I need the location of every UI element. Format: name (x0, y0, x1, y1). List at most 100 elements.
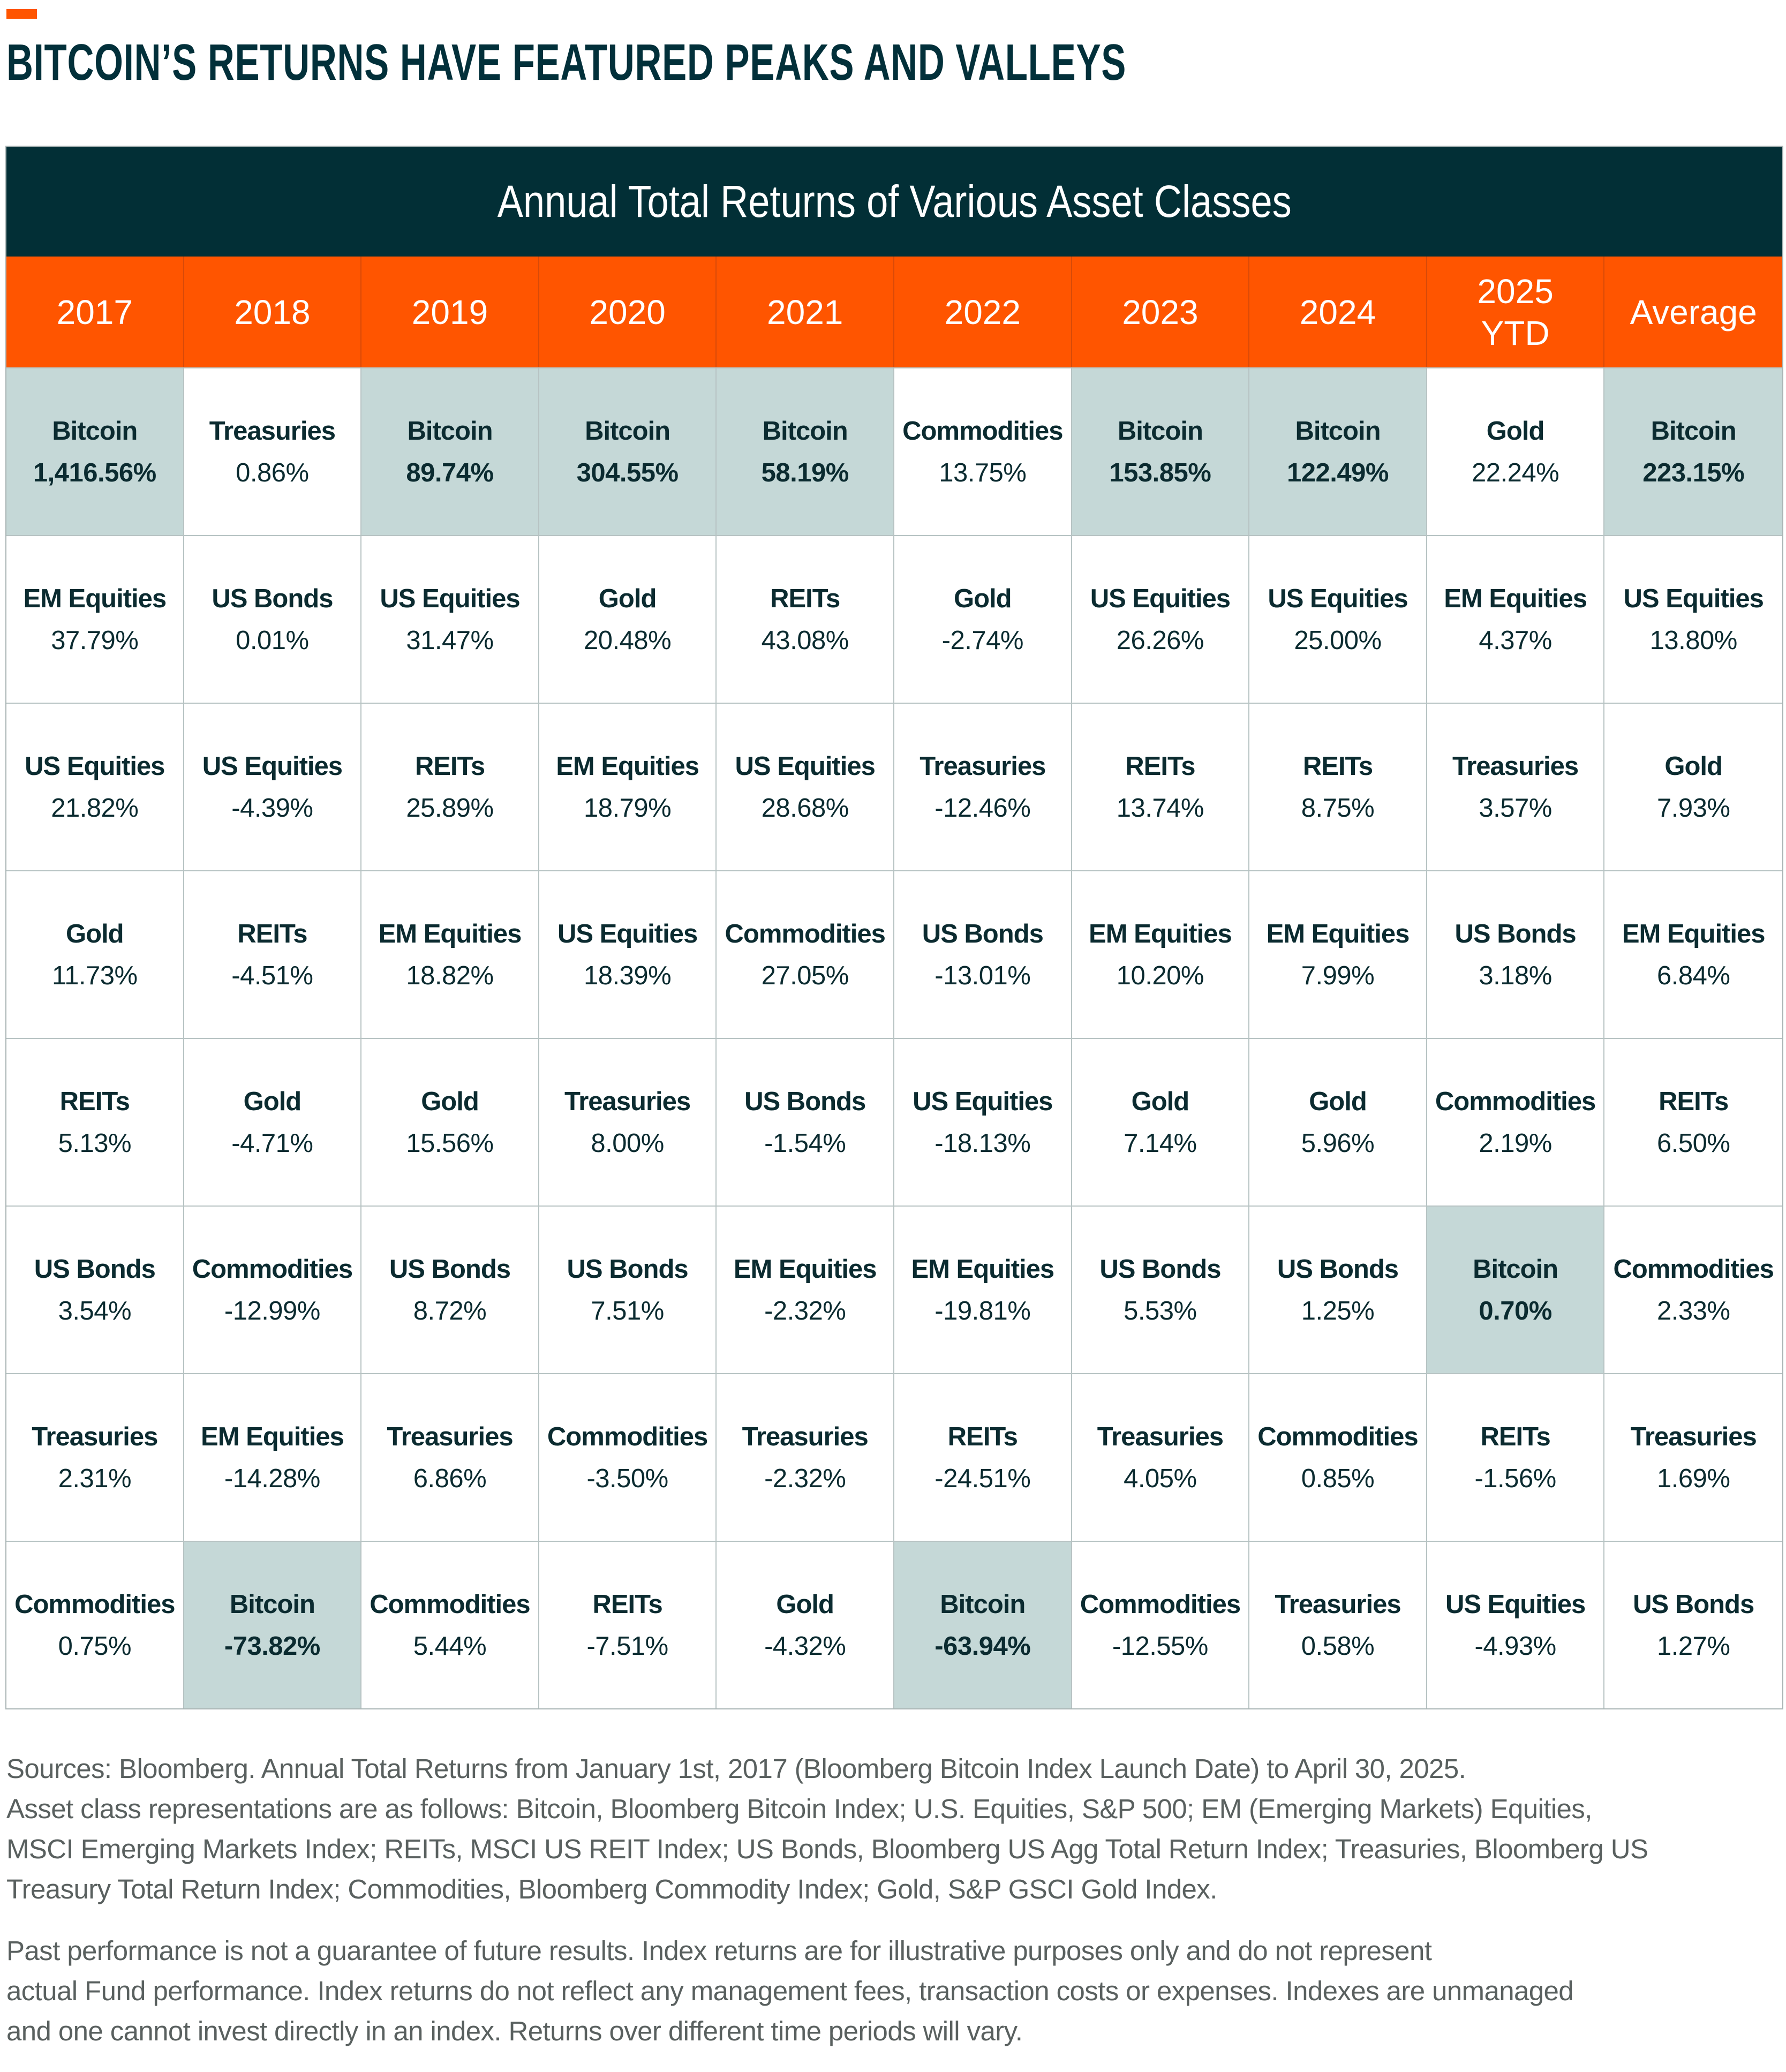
return-value: -1.54% (764, 1128, 846, 1158)
asset-name: REITs (237, 919, 307, 948)
asset-name: Commodities (1613, 1254, 1774, 1284)
asset-name: US Equities (557, 919, 698, 948)
table-cell: Treasuries 0.86% (184, 367, 362, 535)
asset-name: Treasuries (32, 1422, 158, 1451)
table-cell: Bitcoin 223.15% (1604, 367, 1782, 535)
accent-bar (6, 9, 37, 19)
asset-name: Bitcoin (1117, 416, 1203, 446)
asset-name: US Equities (202, 751, 343, 781)
table-cell: US Equities 18.39% (539, 870, 717, 1038)
asset-name: Gold (243, 1087, 302, 1116)
table-cell: Commodities 0.75% (6, 1541, 184, 1708)
asset-name: Bitcoin (1295, 416, 1381, 446)
table-cell: Treasuries 8.00% (539, 1038, 717, 1205)
return-value: -1.56% (1474, 1464, 1556, 1493)
table-cell: Bitcoin 153.85% (1072, 367, 1250, 535)
asset-name: US Equities (913, 1087, 1053, 1116)
asset-name: EM Equities (1089, 919, 1232, 948)
table-cell: Commodities 27.05% (717, 870, 894, 1038)
asset-name: US Bonds (922, 919, 1044, 948)
return-value: -4.71% (231, 1128, 313, 1158)
table-cell: REITs -4.51% (184, 870, 362, 1038)
asset-name: Treasuries (1097, 1422, 1224, 1451)
return-value: 6.84% (1656, 961, 1730, 990)
return-value: 0.86% (236, 458, 309, 487)
return-value: 7.93% (1656, 793, 1730, 823)
disclaimer-line: Past performance is not a guarantee of f… (6, 1935, 1432, 1966)
asset-name: Treasuries (1452, 751, 1579, 781)
table-cell: US Equities 13.80% (1604, 535, 1782, 703)
return-value: 4.05% (1124, 1464, 1197, 1493)
return-value: -18.13% (935, 1128, 1031, 1158)
return-value: -14.28% (224, 1464, 321, 1493)
table-cell: Commodities 13.75% (894, 367, 1072, 535)
table-cell: REITs 5.13% (6, 1038, 184, 1205)
table-cell: Commodities 5.44% (361, 1541, 539, 1708)
return-value: -7.51% (586, 1631, 668, 1661)
asset-name: US Bonds (1455, 919, 1577, 948)
table-cell: Treasuries 3.57% (1427, 703, 1605, 870)
asset-name: Gold (954, 584, 1012, 613)
table-cell: Commodities -12.55% (1072, 1541, 1250, 1708)
return-value: 18.82% (406, 961, 494, 990)
table-cell: Bitcoin 0.70% (1427, 1205, 1605, 1373)
column-header: 2017 (6, 257, 184, 367)
table-cell: US Bonds 8.72% (361, 1205, 539, 1373)
table-cell: Gold 22.24% (1427, 367, 1605, 535)
return-value: 26.26% (1116, 626, 1204, 655)
asset-name: Bitcoin (1473, 1254, 1558, 1284)
return-value: 2.33% (1656, 1296, 1730, 1325)
table-cell: Bitcoin 58.19% (717, 367, 894, 535)
table-body: Bitcoin 1,416.56% Treasuries 0.86% Bitcoin 89… (6, 367, 1782, 1708)
asset-name: Gold (1664, 751, 1723, 781)
return-value: 58.19% (761, 458, 849, 487)
return-value: 11.73% (52, 961, 138, 990)
table-cell: REITs 6.50% (1604, 1038, 1782, 1205)
table-cell: REITs -1.56% (1427, 1373, 1605, 1541)
asset-name: Bitcoin (407, 416, 493, 446)
table-cell: Commodities -12.99% (184, 1205, 362, 1373)
table-cell: REITs 8.75% (1249, 703, 1427, 870)
return-value: 5.53% (1124, 1296, 1197, 1325)
asset-name: EM Equities (556, 751, 699, 781)
column-header: 2021 (717, 257, 894, 367)
return-value: 89.74% (406, 458, 494, 487)
asset-name: Commodities (725, 919, 886, 948)
table-cell: Gold 7.14% (1072, 1038, 1250, 1205)
return-value: 43.08% (761, 626, 849, 655)
asset-name: EM Equities (1444, 584, 1587, 613)
table-cell: US Bonds -1.54% (717, 1038, 894, 1205)
asset-name: Gold (421, 1087, 479, 1116)
asset-name: REITs (592, 1589, 662, 1619)
table-cell: US Bonds 7.51% (539, 1205, 717, 1373)
return-value: 0.75% (58, 1631, 132, 1661)
return-value: -2.32% (764, 1464, 846, 1493)
asset-name: REITs (1480, 1422, 1550, 1451)
return-value: -3.50% (586, 1464, 668, 1493)
return-value: 15.56% (406, 1128, 494, 1158)
return-value: -12.46% (935, 793, 1031, 823)
return-value: 7.99% (1301, 961, 1375, 990)
return-value: -4.51% (231, 961, 313, 990)
table-cell: Commodities -3.50% (539, 1373, 717, 1541)
table-cell: EM Equities 4.37% (1427, 535, 1605, 703)
return-value: 8.00% (591, 1128, 664, 1158)
asset-name: EM Equities (378, 919, 522, 948)
return-value: -13.01% (935, 961, 1031, 990)
table-cell: Treasuries 0.58% (1249, 1541, 1427, 1708)
return-value: 21.82% (51, 793, 139, 823)
asset-name: REITs (1302, 751, 1373, 781)
asset-name: Treasuries (1630, 1422, 1757, 1451)
table-cell: Gold 7.93% (1604, 703, 1782, 870)
return-value: 20.48% (583, 626, 672, 655)
table-title: Annual Total Returns of Various Asset Cl… (497, 176, 1292, 227)
table-cell: Commodities 0.85% (1249, 1373, 1427, 1541)
table-cell: Bitcoin 1,416.56% (6, 367, 184, 535)
asset-name: REITs (59, 1087, 130, 1116)
sources-line: Asset class representations are as follo… (6, 1794, 1592, 1824)
asset-name: Treasuries (387, 1422, 513, 1451)
column-header: 2020 (539, 257, 717, 367)
table-cell: Gold -2.74% (894, 535, 1072, 703)
asset-name: US Bonds (1277, 1254, 1399, 1284)
return-value: 0.85% (1301, 1464, 1375, 1493)
